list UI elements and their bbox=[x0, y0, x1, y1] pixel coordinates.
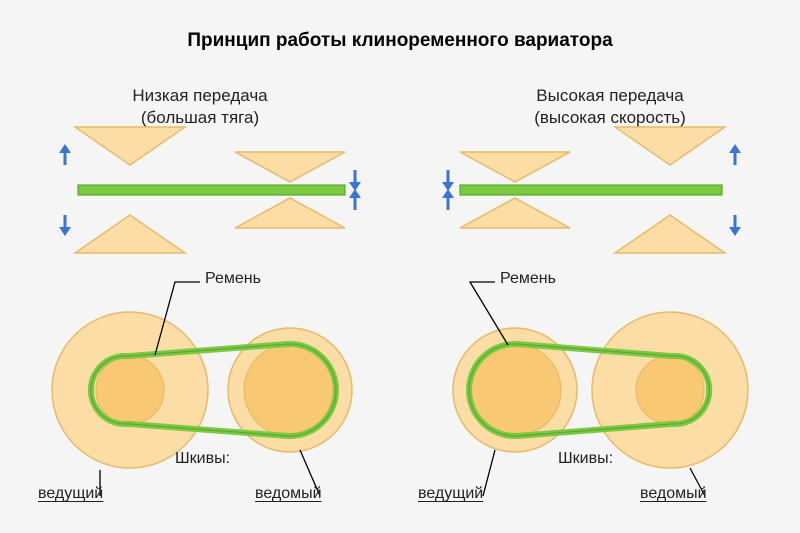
belt-label-right: Ремень bbox=[500, 270, 556, 288]
driving-label-left: ведущий bbox=[38, 485, 103, 503]
pulley-title-left: Шкивы: bbox=[175, 450, 230, 468]
driving-label-right: ведущий bbox=[418, 485, 483, 503]
variator-diagram bbox=[0, 0, 800, 533]
belt-label-left: Ремень bbox=[205, 270, 261, 288]
driven-label-right: ведомый bbox=[640, 485, 707, 503]
driven-label-left: ведомый bbox=[255, 485, 322, 503]
pulley-title-right: Шкивы: bbox=[558, 450, 613, 468]
